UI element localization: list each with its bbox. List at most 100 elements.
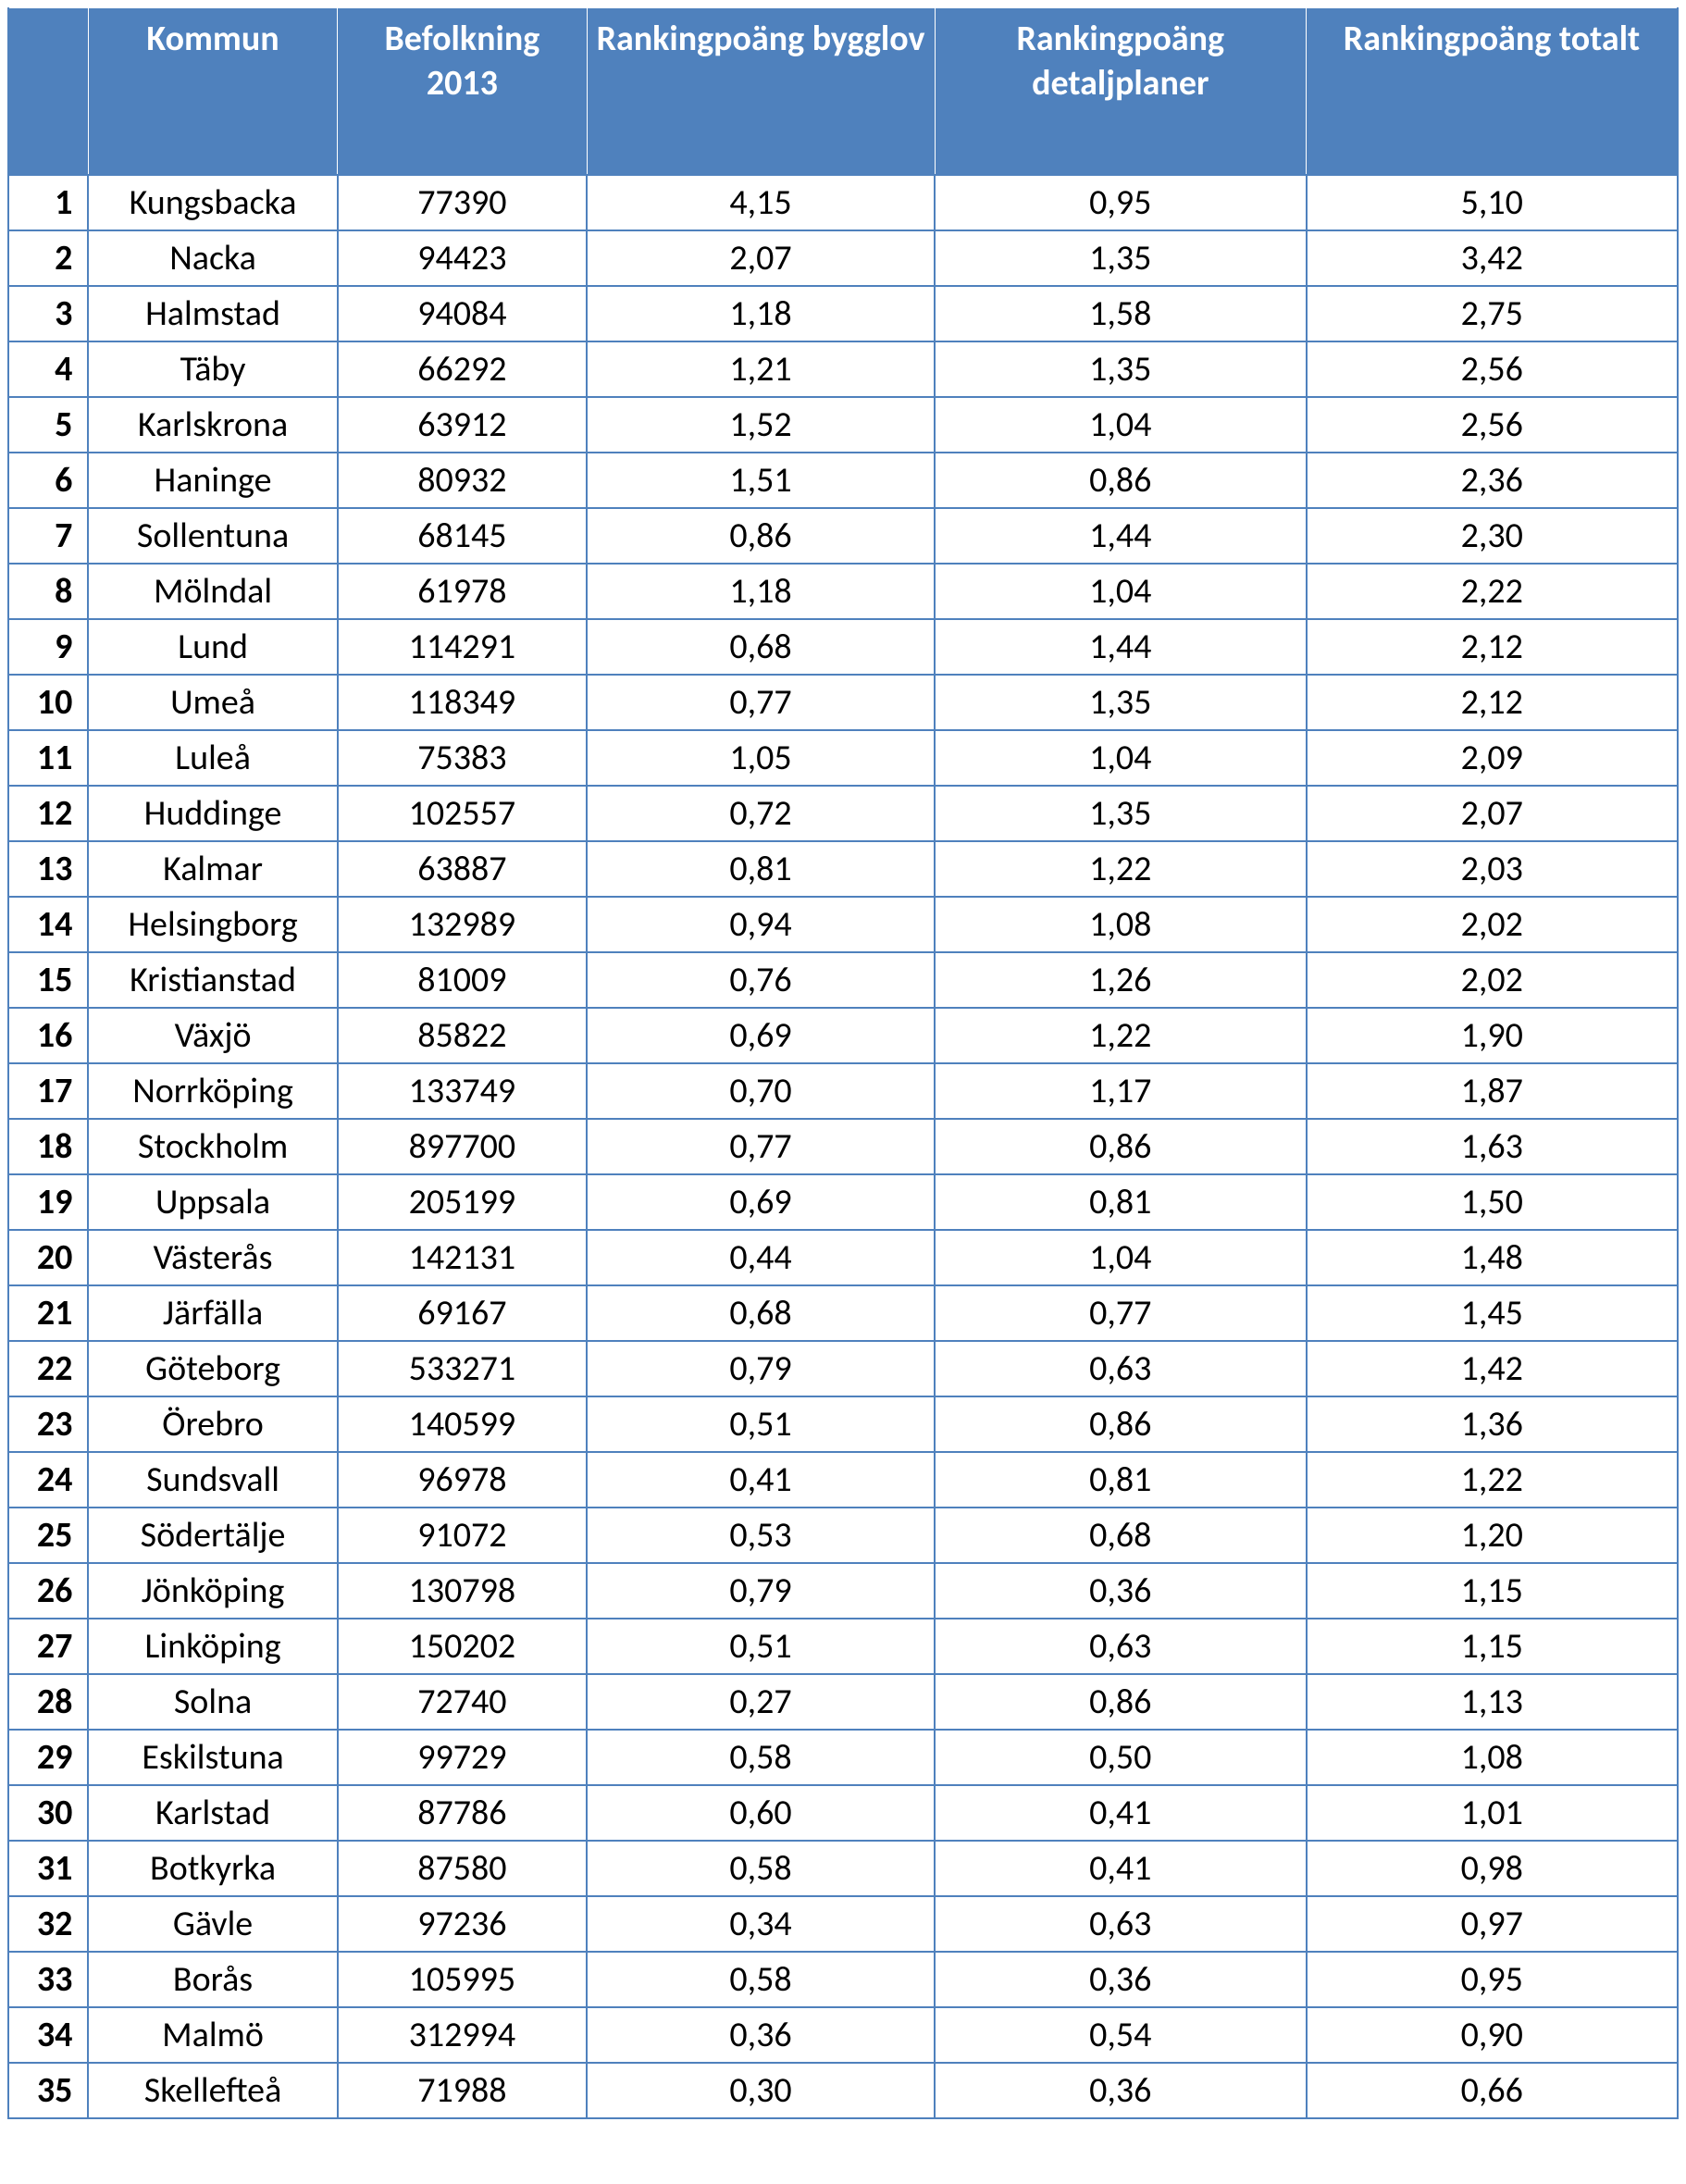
cell-rank: 29 [8, 1730, 88, 1785]
cell-befolkning: 312994 [338, 2007, 587, 2063]
cell-rank: 14 [8, 897, 88, 952]
table-row: 15Kristianstad810090,761,262,02 [8, 952, 1678, 1008]
cell-befolkning: 97236 [338, 1896, 587, 1952]
cell-kommun: Järfälla [88, 1285, 337, 1341]
cell-kommun: Jönköping [88, 1563, 337, 1619]
cell-befolkning: 133749 [338, 1063, 587, 1119]
cell-bygglov: 0,58 [587, 1730, 935, 1785]
table-row: 25Södertälje910720,530,681,20 [8, 1508, 1678, 1563]
cell-totalt: 2,75 [1307, 286, 1678, 341]
cell-befolkning: 99729 [338, 1730, 587, 1785]
cell-bygglov: 1,21 [587, 341, 935, 397]
cell-kommun: Stockholm [88, 1119, 337, 1174]
cell-totalt: 1,13 [1307, 1674, 1678, 1730]
cell-kommun: Borås [88, 1952, 337, 2007]
cell-befolkning: 63887 [338, 841, 587, 897]
cell-rank: 35 [8, 2063, 88, 2118]
cell-rank: 5 [8, 397, 88, 453]
cell-bygglov: 0,51 [587, 1396, 935, 1452]
cell-befolkning: 105995 [338, 1952, 587, 2007]
table-row: 5Karlskrona639121,521,042,56 [8, 397, 1678, 453]
cell-bygglov: 0,53 [587, 1508, 935, 1563]
cell-kommun: Norrköping [88, 1063, 337, 1119]
cell-kommun: Kalmar [88, 841, 337, 897]
col-header-detaljplaner: Rankingpoäng detaljplaner [935, 8, 1306, 175]
table-row: 23Örebro1405990,510,861,36 [8, 1396, 1678, 1452]
table-row: 12Huddinge1025570,721,352,07 [8, 786, 1678, 841]
table-row: 10Umeå1183490,771,352,12 [8, 675, 1678, 730]
table-row: 27Linköping1502020,510,631,15 [8, 1619, 1678, 1674]
cell-rank: 28 [8, 1674, 88, 1730]
cell-totalt: 2,22 [1307, 564, 1678, 619]
cell-kommun: Lund [88, 619, 337, 675]
cell-befolkning: 533271 [338, 1341, 587, 1396]
cell-kommun: Örebro [88, 1396, 337, 1452]
cell-befolkning: 114291 [338, 619, 587, 675]
ranking-table-container: Kommun Befolkning 2013 Rankingpoäng bygg… [0, 0, 1686, 2119]
cell-bygglov: 0,41 [587, 1452, 935, 1508]
cell-rank: 21 [8, 1285, 88, 1341]
cell-befolkning: 72740 [338, 1674, 587, 1730]
table-row: 2Nacka944232,071,353,42 [8, 230, 1678, 286]
table-row: 9Lund1142910,681,442,12 [8, 619, 1678, 675]
cell-bygglov: 0,72 [587, 786, 935, 841]
cell-detaljplaner: 1,22 [935, 841, 1306, 897]
cell-befolkning: 142131 [338, 1230, 587, 1285]
cell-rank: 15 [8, 952, 88, 1008]
table-row: 31Botkyrka875800,580,410,98 [8, 1841, 1678, 1896]
cell-kommun: Eskilstuna [88, 1730, 337, 1785]
cell-befolkning: 75383 [338, 730, 587, 786]
cell-detaljplaner: 1,04 [935, 1230, 1306, 1285]
cell-totalt: 1,15 [1307, 1563, 1678, 1619]
cell-bygglov: 0,77 [587, 675, 935, 730]
cell-kommun: Helsingborg [88, 897, 337, 952]
cell-detaljplaner: 1,04 [935, 564, 1306, 619]
cell-totalt: 2,56 [1307, 397, 1678, 453]
cell-kommun: Uppsala [88, 1174, 337, 1230]
table-row: 11Luleå753831,051,042,09 [8, 730, 1678, 786]
cell-kommun: Västerås [88, 1230, 337, 1285]
cell-bygglov: 1,18 [587, 286, 935, 341]
table-row: 6Haninge809321,510,862,36 [8, 453, 1678, 508]
cell-rank: 16 [8, 1008, 88, 1063]
cell-rank: 23 [8, 1396, 88, 1452]
cell-befolkning: 102557 [338, 786, 587, 841]
table-row: 35Skellefteå719880,300,360,66 [8, 2063, 1678, 2118]
cell-bygglov: 0,60 [587, 1785, 935, 1841]
cell-bygglov: 4,15 [587, 175, 935, 230]
cell-totalt: 1,22 [1307, 1452, 1678, 1508]
cell-befolkning: 132989 [338, 897, 587, 952]
cell-rank: 31 [8, 1841, 88, 1896]
table-row: 26Jönköping1307980,790,361,15 [8, 1563, 1678, 1619]
cell-totalt: 0,66 [1307, 2063, 1678, 2118]
cell-detaljplaner: 0,95 [935, 175, 1306, 230]
table-row: 14Helsingborg1329890,941,082,02 [8, 897, 1678, 952]
col-header-bygglov: Rankingpoäng bygglov [587, 8, 935, 175]
cell-kommun: Halmstad [88, 286, 337, 341]
cell-rank: 11 [8, 730, 88, 786]
cell-kommun: Växjö [88, 1008, 337, 1063]
cell-bygglov: 0,70 [587, 1063, 935, 1119]
cell-detaljplaner: 0,41 [935, 1785, 1306, 1841]
table-row: 19Uppsala2051990,690,811,50 [8, 1174, 1678, 1230]
cell-totalt: 1,42 [1307, 1341, 1678, 1396]
cell-detaljplaner: 0,36 [935, 1952, 1306, 2007]
cell-befolkning: 94084 [338, 286, 587, 341]
cell-bygglov: 0,68 [587, 619, 935, 675]
cell-detaljplaner: 0,63 [935, 1896, 1306, 1952]
cell-rank: 34 [8, 2007, 88, 2063]
cell-kommun: Umeå [88, 675, 337, 730]
cell-detaljplaner: 0,86 [935, 1674, 1306, 1730]
cell-detaljplaner: 1,35 [935, 230, 1306, 286]
cell-bygglov: 0,36 [587, 2007, 935, 2063]
table-row: 3Halmstad940841,181,582,75 [8, 286, 1678, 341]
cell-detaljplaner: 1,22 [935, 1008, 1306, 1063]
cell-totalt: 2,09 [1307, 730, 1678, 786]
cell-totalt: 2,07 [1307, 786, 1678, 841]
cell-totalt: 2,12 [1307, 619, 1678, 675]
cell-bygglov: 0,34 [587, 1896, 935, 1952]
cell-befolkning: 140599 [338, 1396, 587, 1452]
cell-befolkning: 130798 [338, 1563, 587, 1619]
cell-kommun: Skellefteå [88, 2063, 337, 2118]
cell-totalt: 0,90 [1307, 2007, 1678, 2063]
